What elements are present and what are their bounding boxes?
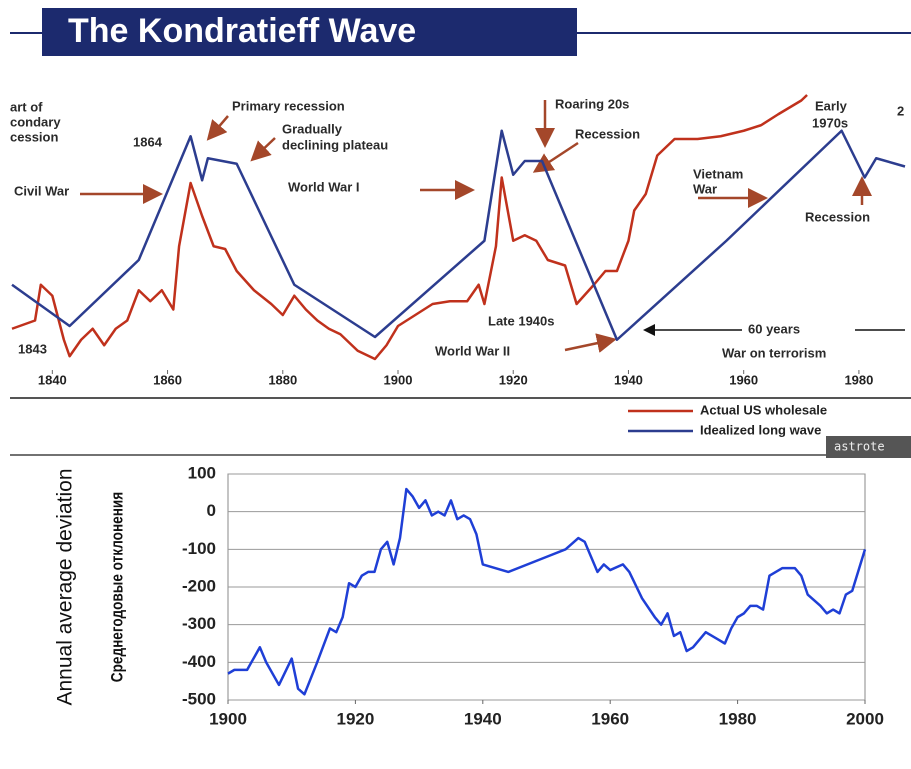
annotation: Vietnam — [693, 166, 743, 181]
data-line — [11, 129, 906, 341]
x-tick-label: 1840 — [38, 372, 67, 387]
annotation: 1843 — [18, 341, 47, 356]
annotation: Civil War — [14, 183, 69, 198]
annotations: art of condary cession 1864 Primary rece… — [10, 96, 904, 360]
annotation: World War II — [435, 343, 510, 358]
x-tick-label: 1900 — [209, 709, 247, 728]
annotation: art of — [10, 99, 43, 114]
y-axis-label: Annual average deviation — [54, 468, 77, 705]
annotation: Primary recession — [232, 98, 345, 113]
legend-label: Idealized long wave — [700, 422, 821, 437]
annotation: World War I — [288, 179, 360, 194]
title-box — [42, 8, 577, 56]
x-tick-label: 1980 — [719, 709, 757, 728]
legend-label: Actual US wholesale — [700, 402, 827, 417]
x-tick-label: 1920 — [499, 372, 528, 387]
y-tick-label: -300 — [182, 614, 216, 633]
x-tick-label: 2000 — [846, 709, 884, 728]
annotation: Recession — [805, 209, 870, 224]
y-tick-label: 100 — [188, 463, 216, 482]
annotation: declining plateau — [282, 137, 388, 152]
x-tick-label: 1980 — [844, 372, 873, 387]
y-tick-label: -100 — [182, 539, 216, 558]
annotation: 2 — [897, 103, 904, 118]
watermark-box — [826, 436, 911, 458]
data-line — [11, 94, 808, 361]
x-tick-label: 1860 — [153, 372, 182, 387]
y-tick-label: -400 — [182, 652, 216, 671]
annotation: Gradually — [282, 121, 343, 136]
x-tick-label: 1940 — [614, 372, 643, 387]
arrows — [80, 100, 905, 353]
annotation: 1864 — [133, 134, 163, 149]
annotation: Recession — [575, 126, 640, 141]
annotation: Late 1940s — [488, 313, 555, 328]
x-tick-label: 1960 — [591, 709, 629, 728]
x-tick-label: 1960 — [729, 372, 758, 387]
data-line — [227, 487, 867, 696]
annotation: 1970s — [812, 115, 848, 130]
watermark: astrote — [834, 440, 885, 454]
annotation: 60 years — [748, 321, 800, 336]
annotation: War on terrorism — [722, 345, 826, 360]
y-tick-label: 0 — [207, 501, 216, 520]
annotation: War — [693, 181, 717, 196]
annotation: condary — [10, 114, 61, 129]
annotation: Early — [815, 98, 848, 113]
x-tick-label: 1940 — [464, 709, 502, 728]
title: The Kondratieff Wave — [68, 12, 416, 50]
annotation: cession — [10, 129, 58, 144]
annotation: Roaring 20s — [555, 96, 629, 111]
y-tick-label: -500 — [182, 689, 216, 708]
y-axis-label-secondary: Среднегодовые отклонения — [108, 492, 127, 682]
x-tick-label: 1900 — [384, 372, 413, 387]
x-tick-label: 1920 — [336, 709, 374, 728]
x-tick-label: 1880 — [268, 372, 297, 387]
y-tick-label: -200 — [182, 576, 216, 595]
